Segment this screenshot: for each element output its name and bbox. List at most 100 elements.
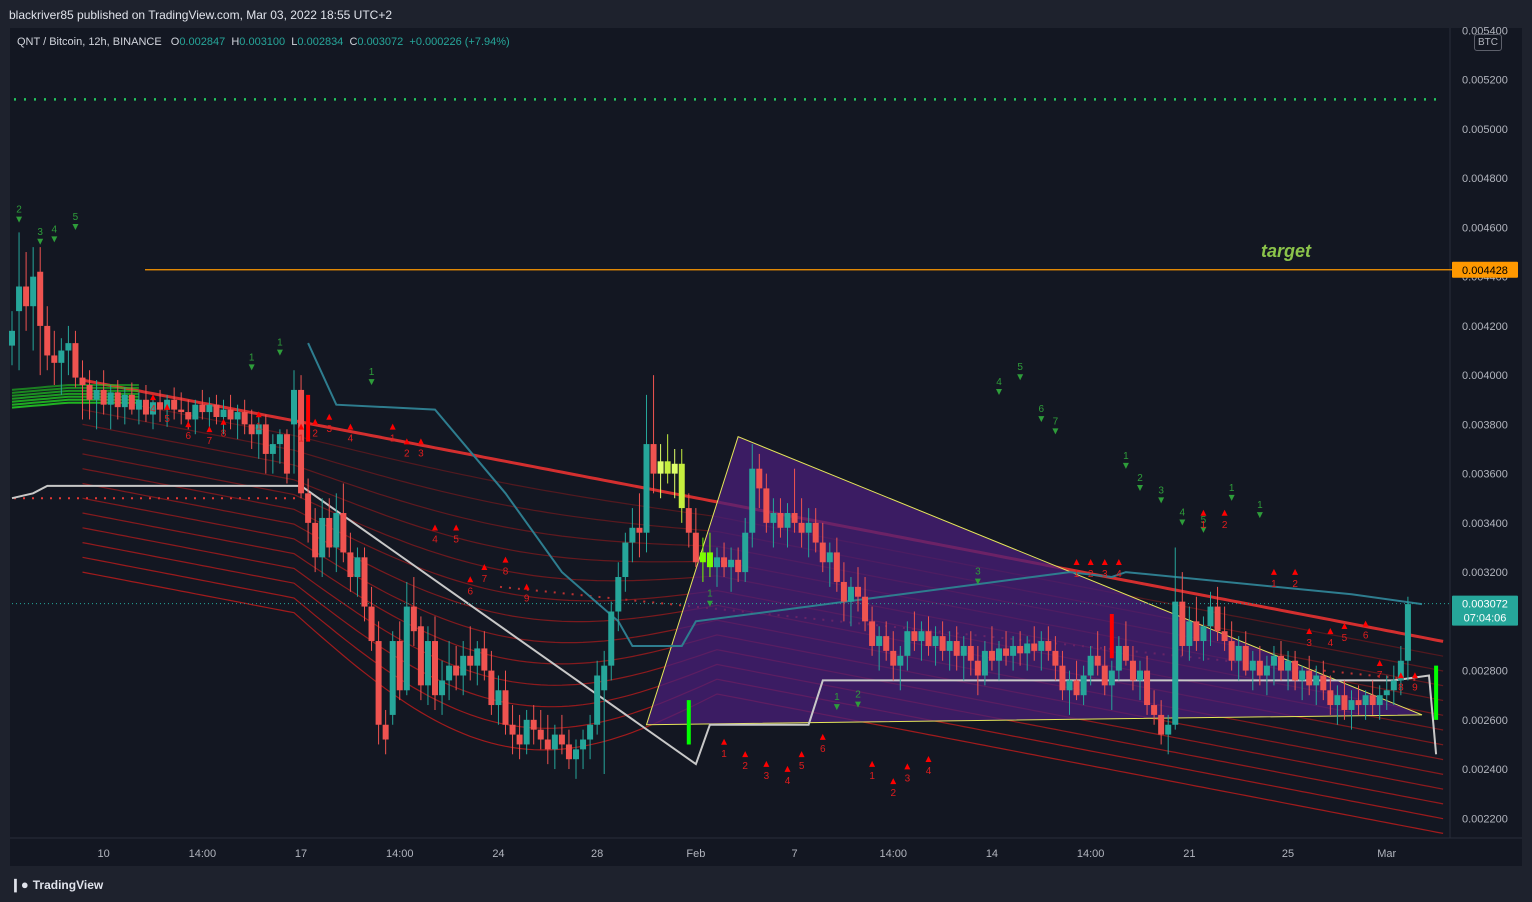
candle-body xyxy=(157,402,164,410)
target-price-tag xyxy=(1452,261,1518,278)
candle-body xyxy=(883,636,890,651)
sequence-count-label: 6 xyxy=(467,586,473,597)
sell-setup-triangle xyxy=(798,751,805,758)
sell-setup-triangle xyxy=(1101,559,1108,566)
sequence-count-label: 3 xyxy=(764,771,770,782)
candle-body xyxy=(1129,660,1136,681)
candle-body xyxy=(114,392,121,408)
sell-setup-triangle xyxy=(784,765,791,772)
price-tick-label: 0.004800 xyxy=(1462,173,1508,185)
candle-body xyxy=(847,586,854,602)
sell-setup-triangle xyxy=(523,583,530,590)
sell-setup-triangle xyxy=(1397,672,1404,679)
candle-body xyxy=(1200,626,1207,642)
candle-body xyxy=(1038,641,1045,651)
candle-body xyxy=(706,552,713,568)
time-tick-label: 14:00 xyxy=(1077,848,1105,860)
candle-body xyxy=(248,424,255,435)
currency-badge[interactable]: BTC xyxy=(1474,34,1502,51)
buy-setup-triangle xyxy=(974,578,981,585)
candle-body xyxy=(135,399,142,410)
sell-setup-triangle xyxy=(904,763,911,770)
candle-body xyxy=(1390,680,1397,691)
candle-body xyxy=(777,513,784,528)
candle-body xyxy=(241,412,248,425)
candle-body xyxy=(255,424,262,435)
low-label: L xyxy=(291,36,298,48)
candle-body xyxy=(319,517,326,558)
price-tick-label: 0.003200 xyxy=(1462,567,1508,579)
candle-body xyxy=(664,461,671,474)
sell-setup-triangle xyxy=(1221,509,1228,516)
candle-body xyxy=(432,641,438,696)
buy-setup-triangle xyxy=(368,379,375,386)
buy-setup-triangle xyxy=(1052,428,1059,435)
price-tick-label: 0.005000 xyxy=(1462,124,1508,136)
sequence-count-label: 3 xyxy=(1158,485,1164,496)
sequence-count-label: 3 xyxy=(37,227,43,238)
candle-body xyxy=(869,621,876,646)
close-value: 0.003072 xyxy=(357,36,404,48)
sequence-count-label: 4 xyxy=(996,377,1002,388)
sell-setup-triangle xyxy=(481,563,488,570)
sequence-count-label: 4 xyxy=(1328,638,1334,649)
sequence-count-label: 1 xyxy=(390,434,396,445)
candle-body xyxy=(1214,606,1221,632)
price-tick-label: 0.004600 xyxy=(1462,222,1508,234)
buy-setup-triangle xyxy=(1200,526,1207,533)
candle-body xyxy=(967,645,974,661)
candle-body xyxy=(128,394,135,410)
buy-setup-triangle xyxy=(1256,512,1263,519)
candle-body xyxy=(396,641,403,691)
sell-setup-triangle xyxy=(502,556,509,563)
sequence-count-label: 4 xyxy=(52,224,58,235)
candle-body xyxy=(714,557,720,568)
tradingview-brand[interactable]: ❙● TradingView xyxy=(10,877,103,893)
sequence-count-label: 3 xyxy=(975,567,981,578)
sell-setup-triangle xyxy=(1362,620,1369,627)
price-tick-label: 0.004000 xyxy=(1462,370,1508,382)
sell-setup-triangle xyxy=(1341,623,1348,630)
candle-body xyxy=(1087,655,1094,676)
sell-setup-triangle xyxy=(255,411,262,418)
sequence-count-label: 9 xyxy=(524,594,530,605)
sell-setup-triangle xyxy=(1270,568,1277,575)
candle-body xyxy=(840,581,847,602)
candle-body xyxy=(1024,643,1031,654)
sell-setup-triangle xyxy=(890,778,897,785)
price-tick-label: 0.003800 xyxy=(1462,419,1508,431)
candle-body xyxy=(1355,700,1362,706)
candle-body xyxy=(1242,645,1249,671)
sell-setup-triangle xyxy=(453,524,460,531)
sell-setup-triangle xyxy=(164,403,171,410)
candle-body xyxy=(876,636,883,646)
price-tick-label: 0.002200 xyxy=(1462,813,1508,825)
candle-body xyxy=(1108,670,1115,686)
sequence-count-label: 3 xyxy=(326,424,332,435)
sell-setup-triangle xyxy=(925,755,932,762)
time-tick-label: 24 xyxy=(492,848,504,860)
sequence-count-label: 5 xyxy=(1342,633,1348,644)
candle-body xyxy=(1341,695,1348,710)
candle-body xyxy=(1031,643,1038,651)
time-tick-label: 14:00 xyxy=(879,848,907,860)
candle-body xyxy=(932,636,939,646)
sequence-count-label: 1 xyxy=(1257,500,1263,511)
time-tick-label: 28 xyxy=(591,848,603,860)
candle-body xyxy=(1383,690,1390,696)
sell-setup-triangle xyxy=(763,760,770,767)
sequence-count-label: 8 xyxy=(221,429,227,440)
high-value: 0.003100 xyxy=(239,36,286,48)
countdown-text: 07:04:06 xyxy=(1464,613,1507,625)
candle-body xyxy=(946,641,953,651)
candle-body xyxy=(523,719,530,745)
candle-body xyxy=(403,606,410,691)
candle-body xyxy=(1270,655,1277,666)
buy-setup-triangle xyxy=(276,349,283,356)
candle-body xyxy=(410,606,417,632)
buy-setup-triangle xyxy=(1158,497,1165,504)
sequence-count-label: 4 xyxy=(1116,569,1122,580)
buy-setup-triangle xyxy=(37,238,44,245)
sell-setup-triangle xyxy=(742,751,749,758)
